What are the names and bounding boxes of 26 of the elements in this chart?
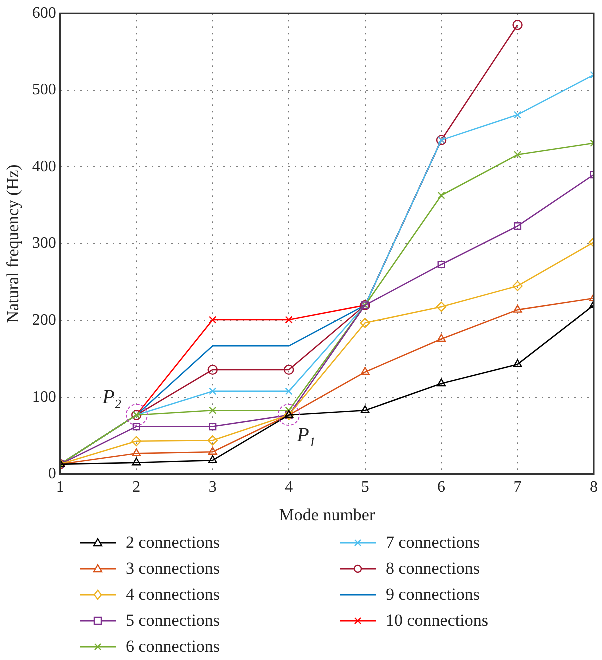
y-tick-label: 100 [32,388,56,406]
legend-label: 4 connections [126,585,220,605]
x-tick-label: 7 [514,479,522,496]
x-tick-label: 3 [208,479,217,496]
legend-label: 8 connections [386,559,480,579]
legend-label: 6 connections [126,637,220,657]
y-tick-label: 300 [32,235,56,252]
legend-label: 5 connections [126,611,220,631]
y-tick-label: 0 [48,466,56,483]
y-tick-label: 400 [32,158,56,176]
y-axis-title: Natural frequency (Hz) [4,164,23,324]
x-tick-label: 1 [56,479,64,496]
x-axis-title: Mode number [279,505,376,524]
y-tick-label: 500 [32,82,56,99]
x-tick-label: 8 [590,479,598,496]
legend-label: 10 connections [386,611,488,631]
legend-label: 3 connections [126,559,220,579]
y-tick-label: 600 [32,4,56,22]
legend-label: 7 connections [386,533,480,553]
y-tick-label: 200 [32,312,56,330]
x-tick-label: 5 [361,479,370,496]
legend-label: 2 connections [126,533,220,553]
x-tick-label: 6 [438,479,446,496]
legend-label: 9 connections [386,585,480,605]
x-tick-label: 4 [285,479,294,496]
x-tick-label: 2 [132,479,141,496]
